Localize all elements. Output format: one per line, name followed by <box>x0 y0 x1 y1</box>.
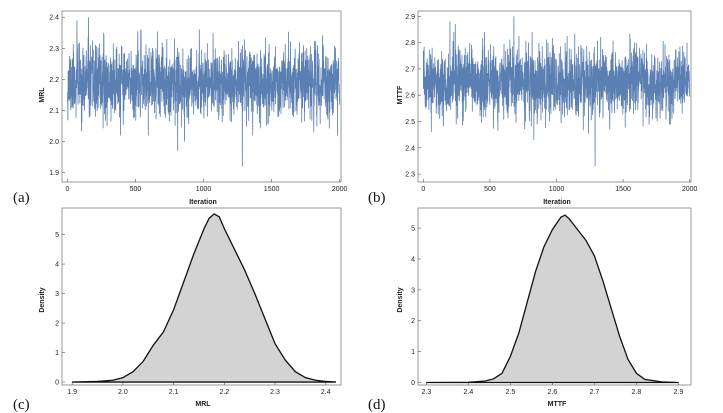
x-tick-label: 2.8 <box>632 389 642 396</box>
x-tick-label: 2.4 <box>464 389 474 396</box>
x-axis-title-b: Iteration <box>543 199 571 206</box>
trace-line-b <box>422 16 691 167</box>
x-ticks-a: 0 500 1000 1500 2000 <box>65 179 348 193</box>
x-tick-label: 2000 <box>682 186 698 193</box>
x-tick-label: 1500 <box>615 186 631 193</box>
x-tick-label: 2.5 <box>506 389 516 396</box>
panel-c: 0 1 2 3 4 5 1.9 2.0 2.1 2.2 2.3 2.4 MRL Density (c… <box>13 207 342 413</box>
y-tick-label: 2.4 <box>405 145 415 152</box>
x-tick-label: 0 <box>65 186 69 193</box>
y-tick-label: 2.7 <box>405 66 415 73</box>
x-tick-label: 2.0 <box>118 389 128 396</box>
y-axis-title-a: MRL <box>39 87 46 103</box>
x-tick-label: 1.9 <box>67 389 77 396</box>
x-tick-label: 2.3 <box>270 389 280 396</box>
plot-frame-a <box>61 10 342 183</box>
y-tick-label: 2.3 <box>405 172 415 179</box>
y-tick-label: 2.2 <box>49 77 59 84</box>
y-tick-label: 3 <box>411 287 415 294</box>
y-ticks-c: 0 1 2 3 4 5 <box>55 232 65 387</box>
x-tick-label: 2000 <box>332 186 348 193</box>
x-tick-label: 2.2 <box>219 389 229 396</box>
y-tick-label: 1 <box>411 349 415 356</box>
x-tick-label: 2.7 <box>590 389 600 396</box>
panel-b: 2.3 2.4 2.5 2.6 2.7 2.8 2.9 0 500 1000 1500 2000 I… <box>368 10 698 206</box>
panel-label-d: (d) <box>368 397 386 413</box>
y-tick-label: 0 <box>55 380 59 387</box>
y-tick-label: 1.9 <box>49 170 59 177</box>
density-area-d <box>426 214 679 384</box>
y-tick-label: 2.9 <box>405 14 415 21</box>
trace-line-a <box>67 17 341 167</box>
x-ticks-b: 0 500 1000 1500 2000 <box>421 179 698 193</box>
y-tick-label: 2.4 <box>49 15 59 22</box>
panel-d: 0 1 2 3 4 5 2.3 2.4 2.5 2.6 2.7 2.8 2.9 MTTF Densit… <box>368 207 692 413</box>
y-tick-label: 2.3 <box>49 46 59 53</box>
x-tick-label: 0 <box>421 186 425 193</box>
x-axis-title-d: MTTF <box>548 401 567 408</box>
y-tick-label: 0 <box>411 380 415 387</box>
plot-frame-b <box>417 10 692 183</box>
y-tick-label: 4 <box>55 262 59 269</box>
y-tick-label: 5 <box>55 232 59 239</box>
panel-label-b: (b) <box>368 190 386 206</box>
x-tick-label: 1500 <box>264 186 280 193</box>
y-tick-label: 4 <box>411 256 415 263</box>
y-tick-label: 3 <box>55 291 59 298</box>
y-tick-label: 2 <box>55 321 59 328</box>
x-tick-label: 2.9 <box>674 389 684 396</box>
x-tick-label: 2.6 <box>548 389 558 396</box>
x-ticks-d: 2.3 2.4 2.5 2.6 2.7 2.8 2.9 <box>422 382 684 396</box>
x-tick-label: 500 <box>130 186 142 193</box>
y-ticks-a: 1.9 2.0 2.1 2.2 2.3 2.4 <box>49 15 65 177</box>
density-area-c <box>72 213 336 383</box>
panel-a: 1.9 2.0 2.1 2.2 2.3 2.4 0 500 1000 1500 2000 Iter… <box>13 10 348 206</box>
y-tick-label: 2.1 <box>49 108 59 115</box>
panel-label-c: (c) <box>13 397 30 413</box>
x-axis-title-c: MRL <box>195 401 211 408</box>
x-tick-label: 2.4 <box>321 389 331 396</box>
x-tick-label: 2.1 <box>169 389 179 396</box>
y-tick-label: 2.0 <box>49 139 59 146</box>
x-ticks-c: 1.9 2.0 2.1 2.2 2.3 2.4 <box>67 382 331 396</box>
y-tick-label: 2 <box>411 318 415 325</box>
x-axis-title-a: Iteration <box>189 199 217 206</box>
y-tick-label: 1 <box>55 350 59 357</box>
x-tick-label: 1000 <box>549 186 565 193</box>
y-tick-label: 2.6 <box>405 93 415 100</box>
y-axis-title-b: MTTF <box>397 85 404 104</box>
y-ticks-b: 2.3 2.4 2.5 2.6 2.7 2.8 2.9 <box>405 14 421 179</box>
y-tick-label: 2.5 <box>405 119 415 126</box>
x-tick-label: 1000 <box>196 186 212 193</box>
y-ticks-d: 0 1 2 3 4 5 <box>411 226 421 387</box>
panel-label-a: (a) <box>13 190 30 206</box>
x-tick-label: 2.3 <box>422 389 432 396</box>
y-axis-title-c: Density <box>39 287 46 312</box>
y-tick-label: 5 <box>411 226 415 233</box>
y-axis-title-d: Density <box>397 287 404 312</box>
y-tick-label: 2.8 <box>405 40 415 47</box>
x-tick-label: 500 <box>484 186 496 193</box>
